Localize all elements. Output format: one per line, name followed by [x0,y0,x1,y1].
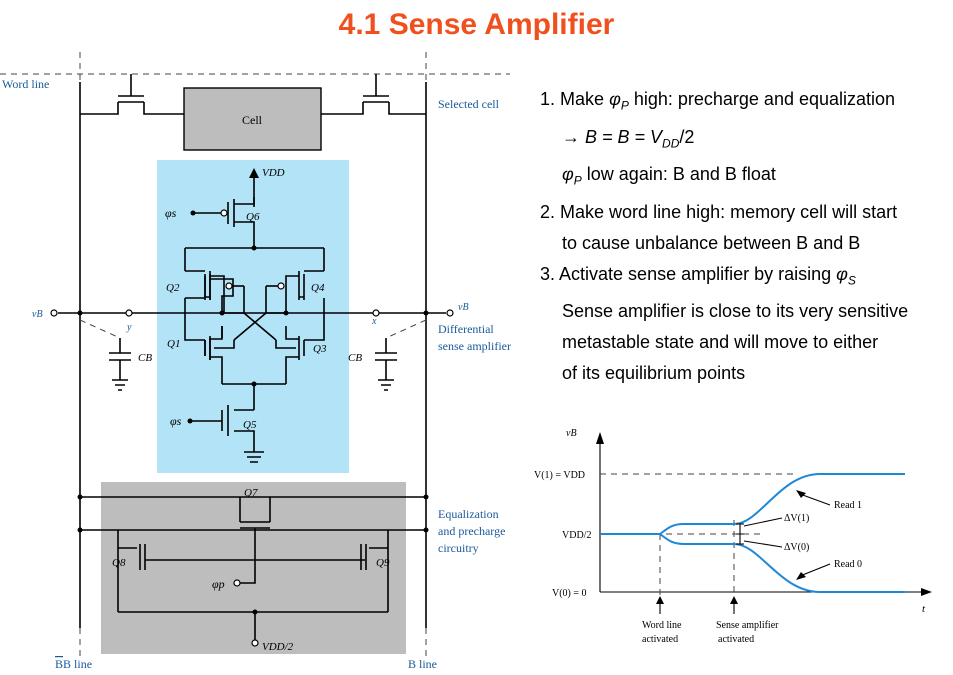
note-1: 1. Make φP high: precharge and equalizat… [540,89,896,113]
q4-label: Q4 [311,282,325,294]
q1-label: Q1 [167,338,180,350]
phi-s-label: φs [170,414,182,428]
chart-ylabel: vB [566,428,577,439]
q5-label: Q5 [243,419,257,431]
note-3-b: Sense amplifier is close to its very sen… [562,301,909,322]
q2-label: Q2 [166,282,180,294]
cb-bar-label: CB [138,352,152,364]
capacitor-cb [375,338,397,391]
read-0-label: Read 0 [834,559,862,570]
ytick-v0: V(0) = 0 [552,588,587,599]
differential-label: Differential [438,322,494,336]
note-2: 2. Make word line high: memory cell will… [540,201,898,222]
cell-label: Cell [242,113,263,127]
sense-amp-activated-2: activated [718,634,754,645]
vdd-half-label: VDD/2 [262,641,294,653]
delta-v1-label: ΔV(1) [784,513,809,524]
sense-amp-activated-1: Sense amplifier [716,620,779,631]
bbar-line-label: BB line [55,657,92,671]
cb-label: CB [348,352,362,364]
note-3: 3. Activate sense amplifier by raising φ… [540,263,856,288]
q3-label: Q3 [313,343,327,355]
sense-amplifier-label: sense amplifier [438,339,511,353]
word-line-label: Word line [2,77,49,91]
q6-label: Q6 [246,211,260,223]
delta-v0-label: ΔV(0) [784,542,809,553]
capacitor-cb-bar [109,338,131,391]
read-1-label: Read 1 [834,500,862,511]
vdd-label: VDD [262,167,285,179]
phi-p-label: φp [212,577,225,591]
q8-label: Q8 [112,557,126,569]
q9-label: Q9 [376,557,390,569]
phi-s-bar-label: φs [165,206,177,220]
word-line-activated-2: activated [642,634,678,645]
access-transistor-left [80,74,184,115]
read-1-curve [600,473,905,535]
read-0-curve [600,533,905,593]
access-transistor-right [321,74,426,115]
equalization-label: Equalization [438,507,499,521]
ytick-v1: V(1) = VDD [534,470,585,481]
chart-xlabel: t [922,603,926,615]
note-3-c: metastable state and will move to either [562,332,879,353]
note-3-d: of its equilibrium points [562,363,746,384]
cell-box [183,87,322,151]
note-1-equation: → B = B = VDD/2 [562,126,695,151]
b-line-label: B line [408,657,437,671]
x-label: x [371,316,377,327]
vb-bar-label: vB [32,309,43,320]
and-precharge-label: and precharge [438,524,505,538]
vb-label: vB [458,302,469,313]
selected-cell-label: Selected cell [438,97,500,111]
circuitry-label: circuitry [438,541,479,555]
y-label: y [126,322,132,333]
note-1-float: φP low again: B and B float [562,164,776,188]
q7-label: Q7 [244,487,258,499]
notes-list: 1. Make φP high: precharge and equalizat… [540,84,952,389]
timing-chart: vB t V(1) = VDD VDD/2 V(0) = 0 ΔV(1) ΔV(… [534,428,932,645]
page-title: 4.1 Sense Amplifier [338,8,615,41]
word-line-activated-1: Word line [642,620,682,631]
precharge-region [101,482,406,654]
ytick-vdd-half: VDD/2 [562,530,591,541]
note-2-cont: to cause unbalance between B and B [562,232,861,253]
